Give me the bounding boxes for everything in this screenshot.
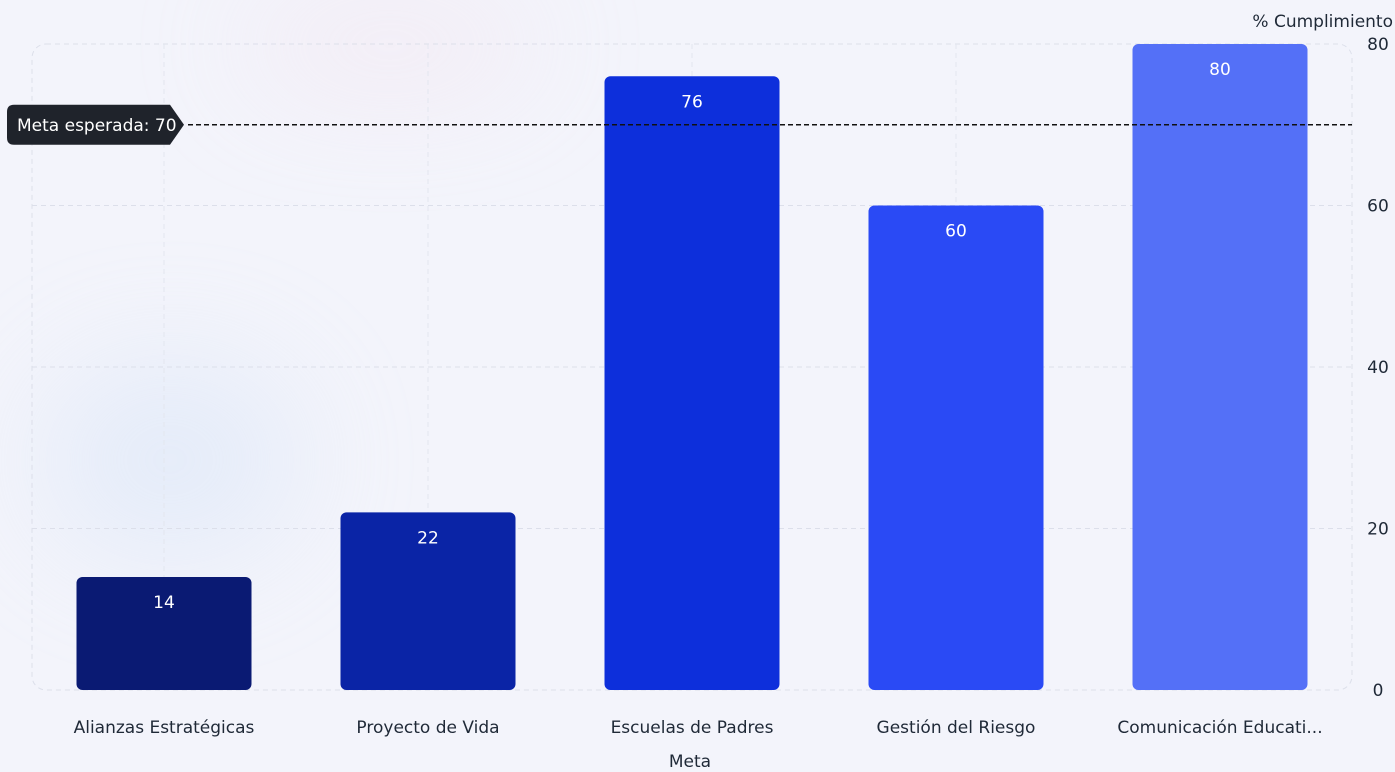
bar-value-label: 80 — [1209, 60, 1231, 80]
y-tick-label: 60 — [1367, 197, 1389, 217]
y-tick-label: 80 — [1367, 35, 1389, 55]
bar-value-label: 60 — [945, 222, 967, 242]
bar — [76, 576, 252, 690]
y-axis-ticks: 0 20 40 60 80 — [1367, 35, 1389, 701]
x-tick-label: Comunicación Educati... — [1117, 718, 1322, 738]
reference-line-tag — [7, 104, 184, 145]
bar-value-label: 14 — [153, 593, 175, 613]
x-tick-label: Proyecto de Vida — [356, 718, 499, 738]
background-blob — [40, 360, 300, 560]
y-tick-label: 40 — [1367, 358, 1389, 378]
bar — [604, 76, 780, 691]
x-axis-label: Meta — [669, 752, 711, 772]
bars — [76, 44, 1308, 691]
bar — [1132, 44, 1308, 690]
x-tick-label: Alianzas Estratégicas — [74, 718, 255, 738]
bar — [868, 205, 1044, 690]
y-tick-label: 20 — [1367, 520, 1389, 540]
x-tick-label: Escuelas de Padres — [611, 718, 774, 738]
bar-value-labels: 14 22 76 60 80 — [153, 60, 1231, 613]
bar-value-label: 22 — [417, 528, 439, 548]
x-axis-ticks: Alianzas Estratégicas Proyecto de Vida Esc… — [74, 718, 1323, 738]
bar-value-label: 76 — [681, 92, 703, 112]
y-tick-label: 0 — [1373, 681, 1384, 701]
y-axis-label: % Cumplimiento — [1252, 12, 1393, 32]
x-tick-label: Gestión del Riesgo — [877, 718, 1036, 738]
bar — [340, 512, 516, 690]
reference-line-label: Meta esperada: 70 — [17, 116, 177, 136]
reference-line: Meta esperada: 70 — [7, 104, 1352, 145]
background-blob — [240, 0, 540, 90]
